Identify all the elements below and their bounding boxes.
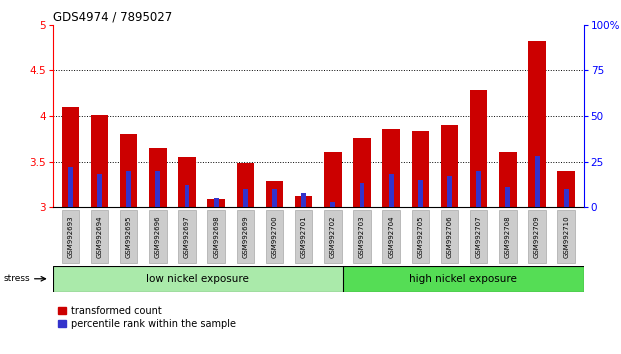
Text: GSM992698: GSM992698 (213, 215, 219, 258)
Bar (91, 210, 108, 263)
Bar (237, 210, 254, 263)
Bar (470, 90, 487, 207)
Bar (389, 174, 394, 207)
Bar (61, 210, 79, 263)
Text: GSM992708: GSM992708 (505, 215, 511, 258)
Bar (68, 167, 73, 207)
Bar (91, 115, 108, 207)
Text: GSM992705: GSM992705 (417, 215, 424, 258)
Text: stress: stress (3, 274, 30, 283)
Text: GSM992702: GSM992702 (330, 215, 336, 258)
Bar (301, 193, 306, 207)
Bar (207, 210, 225, 263)
Bar (243, 189, 248, 207)
Text: GSM992703: GSM992703 (359, 215, 365, 258)
Bar (53, 266, 343, 292)
Bar (505, 187, 510, 207)
Bar (324, 152, 342, 207)
Text: GSM992695: GSM992695 (125, 215, 132, 258)
Bar (178, 210, 196, 263)
Text: GSM992710: GSM992710 (563, 215, 569, 258)
Text: GSM992697: GSM992697 (184, 215, 190, 258)
Bar (535, 156, 540, 207)
Bar (149, 210, 166, 263)
Text: GSM992709: GSM992709 (534, 215, 540, 258)
Bar (383, 129, 400, 207)
Text: GSM992704: GSM992704 (388, 215, 394, 258)
Bar (295, 196, 312, 207)
Bar (214, 198, 219, 207)
Text: GSM992706: GSM992706 (446, 215, 453, 258)
Bar (120, 134, 137, 207)
Bar (178, 157, 196, 207)
Text: low nickel exposure: low nickel exposure (147, 274, 250, 284)
Bar (272, 189, 277, 207)
Bar (528, 210, 546, 263)
Bar (418, 180, 423, 207)
Bar (155, 171, 160, 207)
Bar (295, 210, 312, 263)
Bar (330, 202, 335, 207)
Bar (499, 210, 517, 263)
Bar (360, 183, 365, 207)
Bar (528, 41, 546, 207)
Bar (558, 210, 575, 263)
Text: GDS4974 / 7895027: GDS4974 / 7895027 (53, 11, 172, 24)
Bar (353, 138, 371, 207)
Bar (184, 185, 189, 207)
Text: GSM992696: GSM992696 (155, 215, 161, 258)
Text: GSM992693: GSM992693 (67, 215, 73, 258)
Text: GSM992707: GSM992707 (476, 215, 482, 258)
Bar (353, 210, 371, 263)
Bar (237, 163, 254, 207)
Bar (412, 131, 429, 207)
Bar (441, 210, 458, 263)
Bar (266, 181, 283, 207)
Bar (383, 210, 400, 263)
Bar (412, 210, 429, 263)
Text: high nickel exposure: high nickel exposure (409, 274, 517, 284)
Text: GSM992694: GSM992694 (96, 215, 102, 258)
Bar (266, 210, 283, 263)
Text: GSM992699: GSM992699 (242, 215, 248, 258)
Bar (324, 210, 342, 263)
Text: GSM992700: GSM992700 (271, 215, 278, 258)
Bar (207, 199, 225, 207)
Bar (441, 125, 458, 207)
Bar (61, 107, 79, 207)
Bar (558, 171, 575, 207)
Bar (476, 171, 481, 207)
Bar (126, 171, 131, 207)
Text: GSM992701: GSM992701 (301, 215, 307, 258)
Bar (97, 174, 102, 207)
Bar (447, 176, 452, 207)
Bar (564, 189, 569, 207)
Bar (120, 210, 137, 263)
Bar (343, 266, 584, 292)
Legend: transformed count, percentile rank within the sample: transformed count, percentile rank withi… (58, 306, 236, 329)
Bar (470, 210, 487, 263)
Bar (149, 148, 166, 207)
Bar (499, 152, 517, 207)
